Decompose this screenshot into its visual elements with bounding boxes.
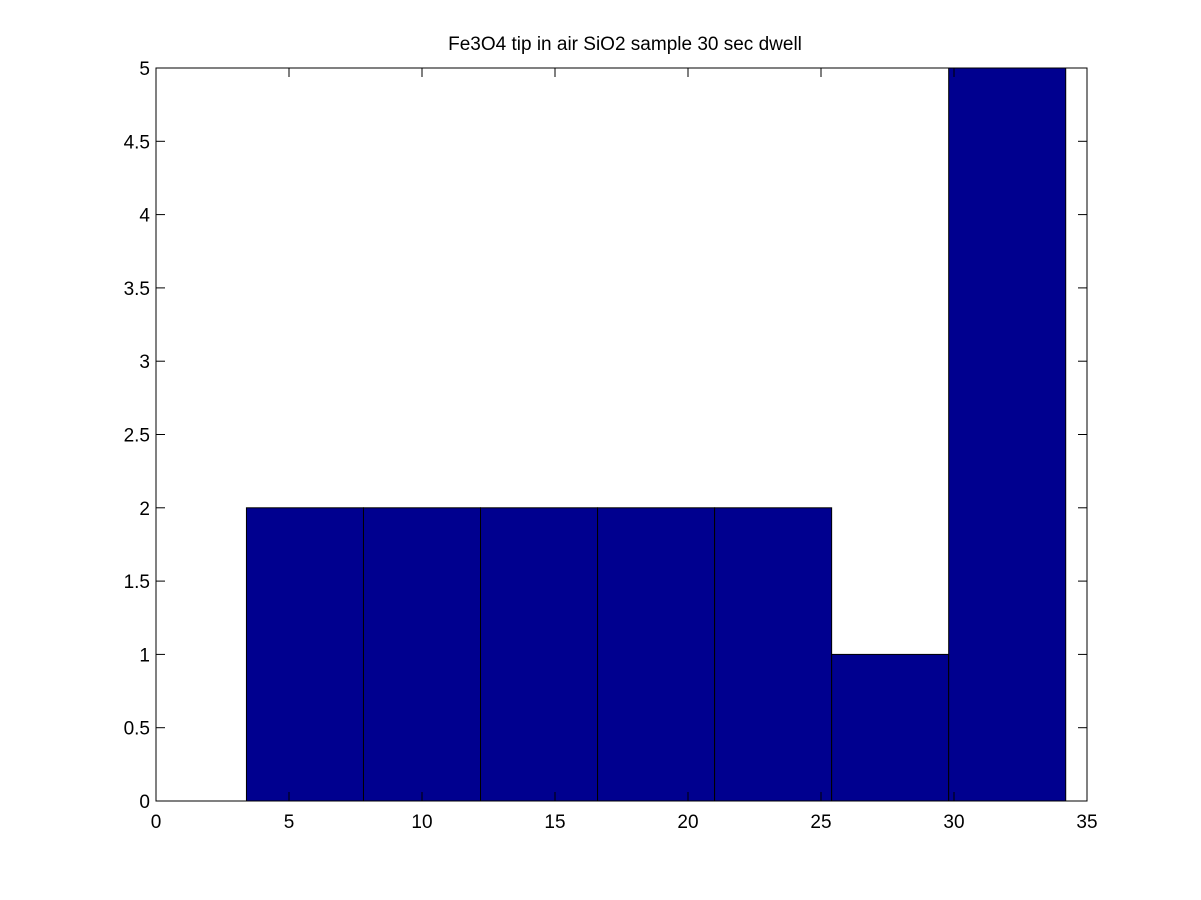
y-tick-label: 4.5 [124, 132, 150, 153]
y-tick-label: 3 [139, 352, 150, 373]
x-tick-label: 25 [810, 812, 831, 833]
y-tick-label: 4 [139, 206, 150, 227]
histogram-bar-3 [480, 507, 599, 802]
y-tick-label: 0.5 [124, 719, 150, 740]
x-tick-label: 35 [1076, 812, 1097, 833]
x-tick-label: 30 [943, 812, 964, 833]
y-tick-label: 2.5 [124, 426, 150, 447]
histogram-bar-2 [362, 507, 482, 802]
x-tick-label: 0 [151, 812, 162, 833]
y-tick-label: 1.5 [124, 572, 150, 593]
bars-layer [245, 67, 1067, 802]
y-tick-label: 1 [139, 645, 150, 666]
y-tick-label: 5 [139, 59, 150, 80]
y-tick-label: 2 [139, 499, 150, 520]
x-tick-label: 15 [544, 812, 565, 833]
x-tick-label: 20 [677, 812, 698, 833]
x-tick-labels: 0 5 10 15 20 25 30 35 [151, 812, 1098, 833]
y-tick-label: 3.5 [124, 279, 150, 300]
histogram-bar-5 [714, 507, 833, 802]
ticks-layer [155, 67, 1088, 802]
x-tick-label: 5 [284, 812, 295, 833]
histogram-bar-1 [245, 507, 364, 802]
chart-title: Fe3O4 tip in air SiO2 sample 30 sec dwel… [448, 34, 802, 55]
y-tick-labels: 0 0.5 1 1.5 2 2.5 3 3.5 4 4.5 5 [124, 59, 151, 813]
x-tick-label: 10 [411, 812, 432, 833]
y-tick-label: 0 [139, 792, 150, 813]
histogram-bar-7 [948, 67, 1067, 802]
histogram-bar-6 [831, 653, 950, 802]
histogram-bar-4 [597, 507, 716, 802]
